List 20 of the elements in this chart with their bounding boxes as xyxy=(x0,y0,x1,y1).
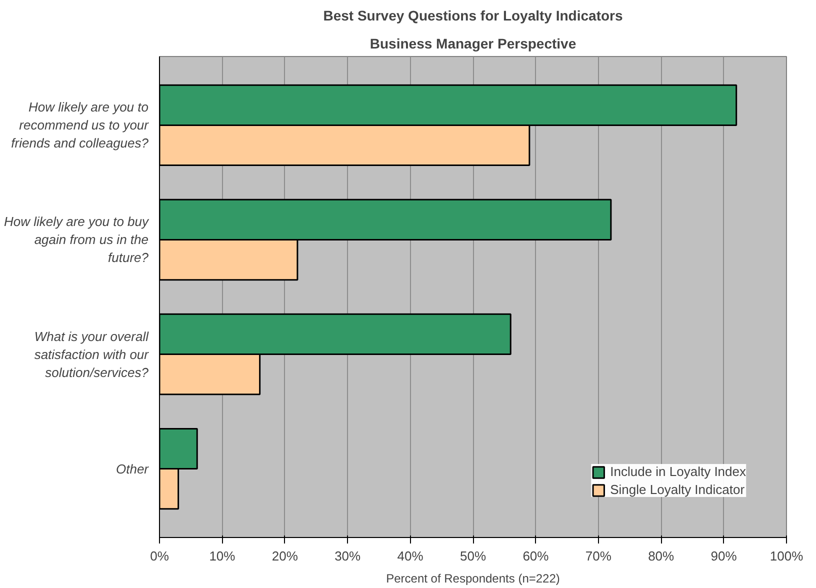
x-tick-label: 10% xyxy=(209,548,236,564)
x-tick-label: 30% xyxy=(334,548,362,564)
x-tick-label: 100% xyxy=(770,548,804,564)
x-tick-label: 70% xyxy=(585,548,612,564)
y-tick-label: How likely are you to recommend us to your friends and colleagues? xyxy=(11,100,150,151)
x-tick-label: 90% xyxy=(710,548,738,564)
x-axis-title: Percent of Respondents (n=222) xyxy=(386,572,560,586)
chart-title: Best Survey Questions for Loyalty Indicators xyxy=(323,8,623,24)
y-tick-label: Other xyxy=(116,461,150,476)
y-tick-label: What is your overall satisfaction with our solution/services? xyxy=(34,328,150,380)
x-tick-label: 80% xyxy=(648,548,675,564)
legend-label: Single Loyalty Indicator xyxy=(610,482,745,497)
x-tick-label: 20% xyxy=(272,548,298,564)
x-tick-label: 60% xyxy=(522,548,550,564)
x-tick-label: 40% xyxy=(397,548,424,564)
chart-subtitle: Business Manager Perspective xyxy=(370,36,576,52)
x-tick-label: 50% xyxy=(460,548,486,564)
legend-label: Include in Loyalty Index xyxy=(610,464,746,479)
x-tick-label: 0% xyxy=(150,548,170,564)
y-tick-label: How likely are you to buy again from us in the future? xyxy=(4,214,150,266)
